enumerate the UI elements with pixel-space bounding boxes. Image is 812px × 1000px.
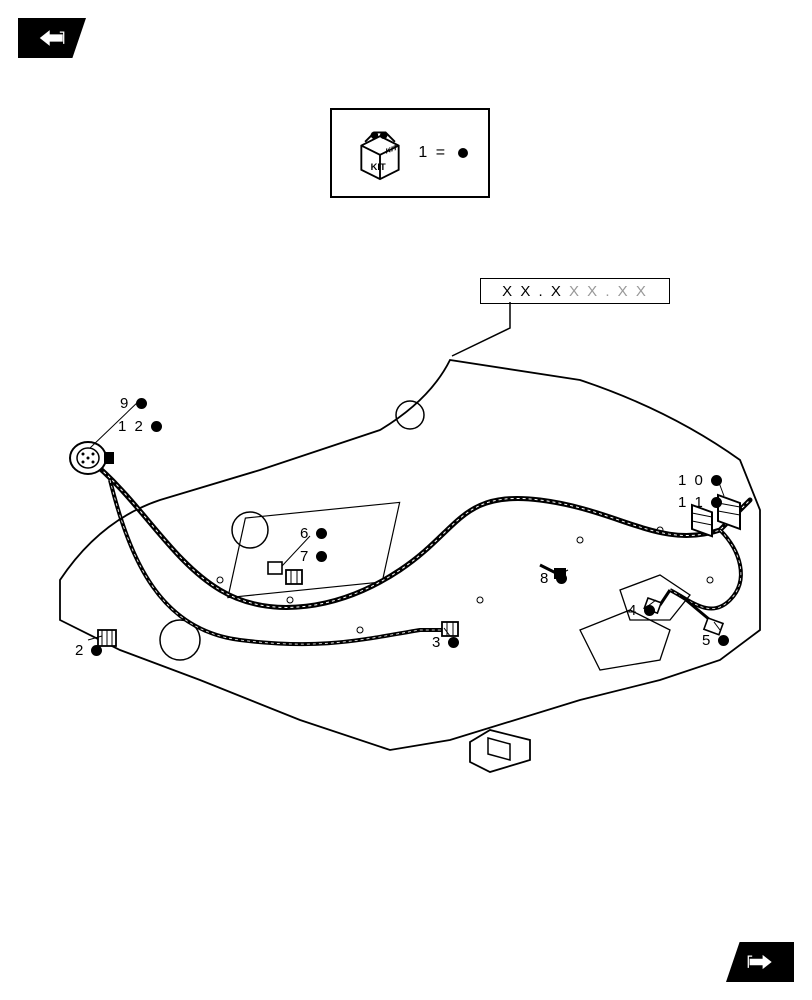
kit-label: 1 = (418, 144, 467, 162)
arrow-back-icon (39, 27, 65, 49)
callout-bullet-icon (644, 605, 655, 616)
callout-number: 1 1 (678, 494, 705, 511)
reference-text: X X . X X X . X X (502, 283, 648, 300)
callout-number: 2 (75, 642, 85, 659)
callout-12: 1 2 (118, 418, 162, 435)
callout-11: 1 1 (678, 494, 722, 511)
kit-box-icon: KIT KIT (352, 125, 408, 181)
callout-number: 1 2 (118, 418, 145, 435)
svg-text:KIT: KIT (371, 162, 386, 172)
callout-bullet-icon (316, 551, 327, 562)
callout-number: 5 (702, 632, 712, 649)
callout-7: 7 (300, 548, 327, 565)
ref-a: X X . X (502, 283, 563, 300)
callout-bullet-icon (151, 421, 162, 432)
callout-number: 8 (540, 570, 550, 587)
callout-6: 6 (300, 525, 327, 542)
page: KIT KIT 1 = X X . X X X . X X (0, 0, 812, 1000)
nav-back-button[interactable] (18, 18, 86, 58)
callout-bullet-icon (136, 398, 147, 409)
callout-bullet-icon (316, 528, 327, 539)
callout-bullet-icon (718, 635, 729, 646)
callout-number: 6 (300, 525, 310, 542)
callout-10: 1 0 (678, 472, 722, 489)
callout-9: 9 (120, 395, 147, 412)
callout-bullet-icon (711, 497, 722, 508)
kit-legend-box: KIT KIT 1 = (330, 108, 490, 198)
callout-5: 5 (702, 632, 729, 649)
exploded-diagram (20, 300, 792, 780)
callout-bullet-icon (556, 573, 567, 584)
callout-number: 7 (300, 548, 310, 565)
kit-bullet-icon (458, 148, 468, 158)
callout-number: 9 (120, 395, 130, 412)
callout-number: 1 0 (678, 472, 705, 489)
callout-8: 8 (540, 570, 567, 587)
callout-number: 3 (432, 634, 442, 651)
callout-2: 2 (75, 642, 102, 659)
callout-bullet-icon (711, 475, 722, 486)
callout-3: 3 (432, 634, 459, 651)
nav-forward-button[interactable] (726, 942, 794, 982)
kit-label-text: 1 = (418, 144, 447, 161)
arrow-forward-icon (747, 951, 773, 973)
callout-4: 4 (628, 602, 655, 619)
ref-b: X X . X X (563, 283, 648, 300)
callout-number: 4 (628, 602, 638, 619)
callout-bullet-icon (91, 645, 102, 656)
callout-bullet-icon (448, 637, 459, 648)
